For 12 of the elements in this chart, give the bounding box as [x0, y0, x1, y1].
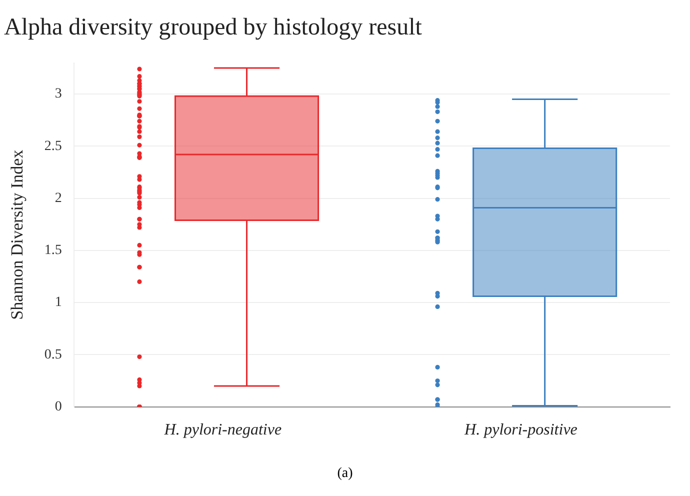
- y-tick-label: 0: [54, 399, 62, 414]
- text: (a): [336, 466, 354, 482]
- y-tick-label: 1.5: [44, 243, 62, 258]
- y-tick-label: 2: [54, 190, 62, 206]
- y-tick-label: 0.5: [44, 347, 62, 362]
- x-tick-label: H. pylori-negative: [163, 422, 282, 439]
- x-tick-label: H. pylori-positive: [464, 422, 578, 439]
- chart-title: Alpha diversity grouped by histology result: [4, 14, 422, 41]
- y-tick-label: 2.5: [44, 138, 62, 154]
- y-tick-label: 3: [54, 86, 62, 102]
- y-tick-label: 1: [54, 295, 62, 310]
- y-axis-title: Shannon Diversity Index: [8, 149, 27, 320]
